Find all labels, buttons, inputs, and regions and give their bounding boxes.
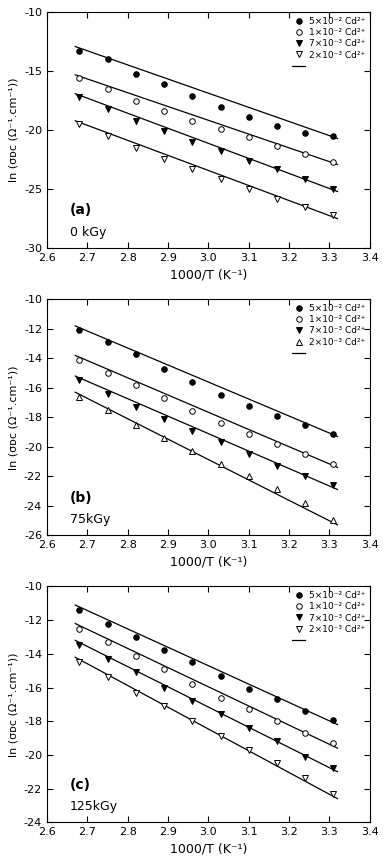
Y-axis label: ln (σᴅᴄ (Ω⁻¹.cm⁻¹)): ln (σᴅᴄ (Ω⁻¹.cm⁻¹)) [9, 78, 19, 182]
Legend: 5×10⁻² Cd²⁺, 1×10⁻² Cd²⁺, 7×10⁻³ Cd²⁺, 2×10⁻³ Cd²⁺, : 5×10⁻² Cd²⁺, 1×10⁻² Cd²⁺, 7×10⁻³ Cd²⁺, 2… [289, 302, 368, 360]
Text: 0 kGy: 0 kGy [70, 226, 106, 238]
Legend: 5×10⁻² Cd²⁺, 1×10⁻² Cd²⁺, 7×10⁻³ Cd²⁺, 2×10⁻³ Cd²⁺, : 5×10⁻² Cd²⁺, 1×10⁻² Cd²⁺, 7×10⁻³ Cd²⁺, 2… [289, 14, 368, 73]
Text: (a): (a) [70, 203, 92, 218]
Y-axis label: ln (σᴅᴄ (Ω⁻¹.cm⁻¹)): ln (σᴅᴄ (Ω⁻¹.cm⁻¹)) [9, 365, 18, 469]
Y-axis label: ln (σᴅᴄ (Ω⁻¹.cm⁻¹)): ln (σᴅᴄ (Ω⁻¹.cm⁻¹)) [9, 652, 18, 757]
Text: (c): (c) [70, 778, 91, 791]
Text: 125kGy: 125kGy [70, 800, 118, 813]
X-axis label: 1000/T (K⁻¹): 1000/T (K⁻¹) [170, 556, 247, 569]
Text: 75kGy: 75kGy [70, 512, 110, 526]
Legend: 5×10⁻² Cd²⁺, 1×10⁻² Cd²⁺, 7×10⁻³ Cd²⁺, 2×10⁻³ Cd²⁺, : 5×10⁻² Cd²⁺, 1×10⁻² Cd²⁺, 7×10⁻³ Cd²⁺, 2… [289, 588, 368, 648]
X-axis label: 1000/T (K⁻¹): 1000/T (K⁻¹) [170, 842, 247, 855]
Text: (b): (b) [70, 491, 92, 505]
X-axis label: 1000/T (K⁻¹): 1000/T (K⁻¹) [170, 269, 247, 282]
